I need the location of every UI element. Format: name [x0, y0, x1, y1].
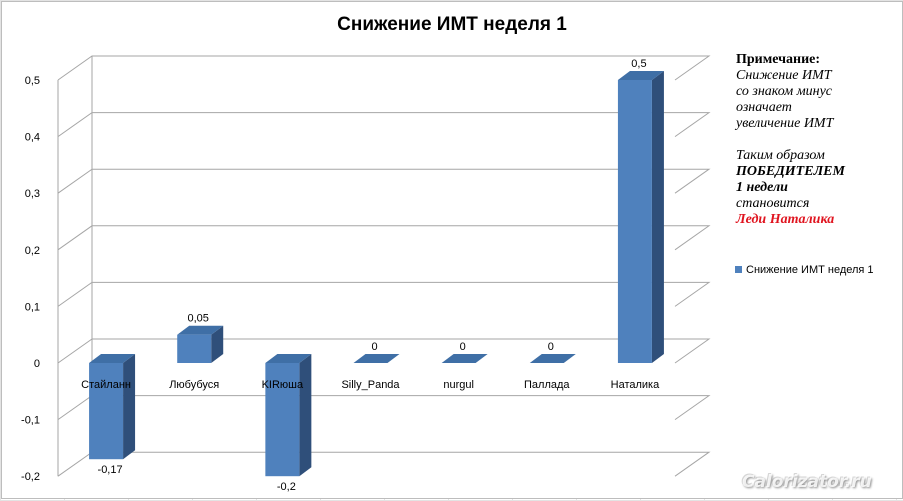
legend-label: Снижение ИМТ неделя 1 [746, 264, 874, 276]
x-tick-label: KIRюша [262, 379, 304, 391]
data-label: 0,05 [188, 313, 209, 325]
gridline [57, 112, 711, 138]
bar-top [529, 354, 576, 363]
bar [265, 363, 300, 477]
note-line: Таким образом [736, 148, 825, 163]
y-tick-label: -0,1 [21, 415, 40, 427]
y-tick-label: 0,2 [25, 245, 40, 257]
x-tick-label: Стайланн [81, 379, 131, 391]
bar-top [617, 71, 664, 80]
bar-top [441, 354, 488, 363]
y-tick-label: 0,5 [25, 75, 40, 87]
y-tick-label: 0,1 [25, 301, 40, 313]
bar [89, 363, 124, 460]
note-heading: Примечание: [736, 52, 821, 67]
y-tick-label: -0,2 [21, 471, 40, 483]
bar-side [651, 71, 664, 363]
note-winner-name: Леди Наталика [736, 212, 835, 227]
note-line: становится [736, 196, 810, 211]
bar-top [177, 325, 224, 335]
y-tick-label: 0,3 [25, 188, 40, 200]
x-tick-label: Любубуся [169, 379, 219, 391]
x-tick-label: Наталика [611, 379, 660, 391]
x-tick-label: Silly_Panda [341, 379, 400, 391]
note-line: Снижение ИМТ [736, 68, 832, 83]
note-week: 1 недели [736, 180, 788, 195]
data-label: 0,5 [631, 58, 646, 70]
bar-top [89, 354, 136, 363]
gridline [57, 451, 711, 477]
data-label: -0,17 [98, 464, 123, 476]
bar-side [123, 354, 136, 460]
note-winner-title: ПОБЕДИТЕЛЕМ [736, 164, 845, 179]
gridline [57, 225, 711, 251]
data-label: -0,2 [277, 481, 296, 493]
gridline [57, 168, 711, 194]
gridline [57, 338, 711, 364]
note-spacer [736, 132, 901, 148]
bar-side [211, 325, 224, 363]
y-tick-label: 0 [34, 358, 40, 370]
bar-side [299, 354, 312, 477]
data-label: 0 [371, 341, 377, 353]
note-box: Примечание: Снижение ИМТ со знаком минус… [736, 52, 901, 228]
x-tick-label: nurgul [443, 379, 474, 391]
gridline [57, 281, 711, 307]
data-label: 0 [548, 341, 554, 353]
note-line: увеличение ИМТ [736, 116, 834, 131]
bar-top [353, 354, 400, 363]
note-line: означает [736, 100, 792, 115]
bar [177, 334, 212, 363]
bar-top [265, 354, 312, 363]
x-tick-label: Паллада [524, 379, 570, 391]
watermark: Calorizator.ru [742, 472, 872, 492]
gridline [57, 55, 711, 81]
legend-swatch [735, 266, 742, 273]
bar [617, 80, 652, 363]
chart-legend: Снижение ИМТ неделя 1 [735, 264, 874, 276]
note-line: со знаком минус [736, 84, 832, 99]
chart-title: Снижение ИМТ неделя 1 [337, 14, 567, 35]
gridline [57, 395, 711, 421]
y-tick-label: 0,4 [25, 132, 40, 144]
data-label: 0 [460, 341, 466, 353]
